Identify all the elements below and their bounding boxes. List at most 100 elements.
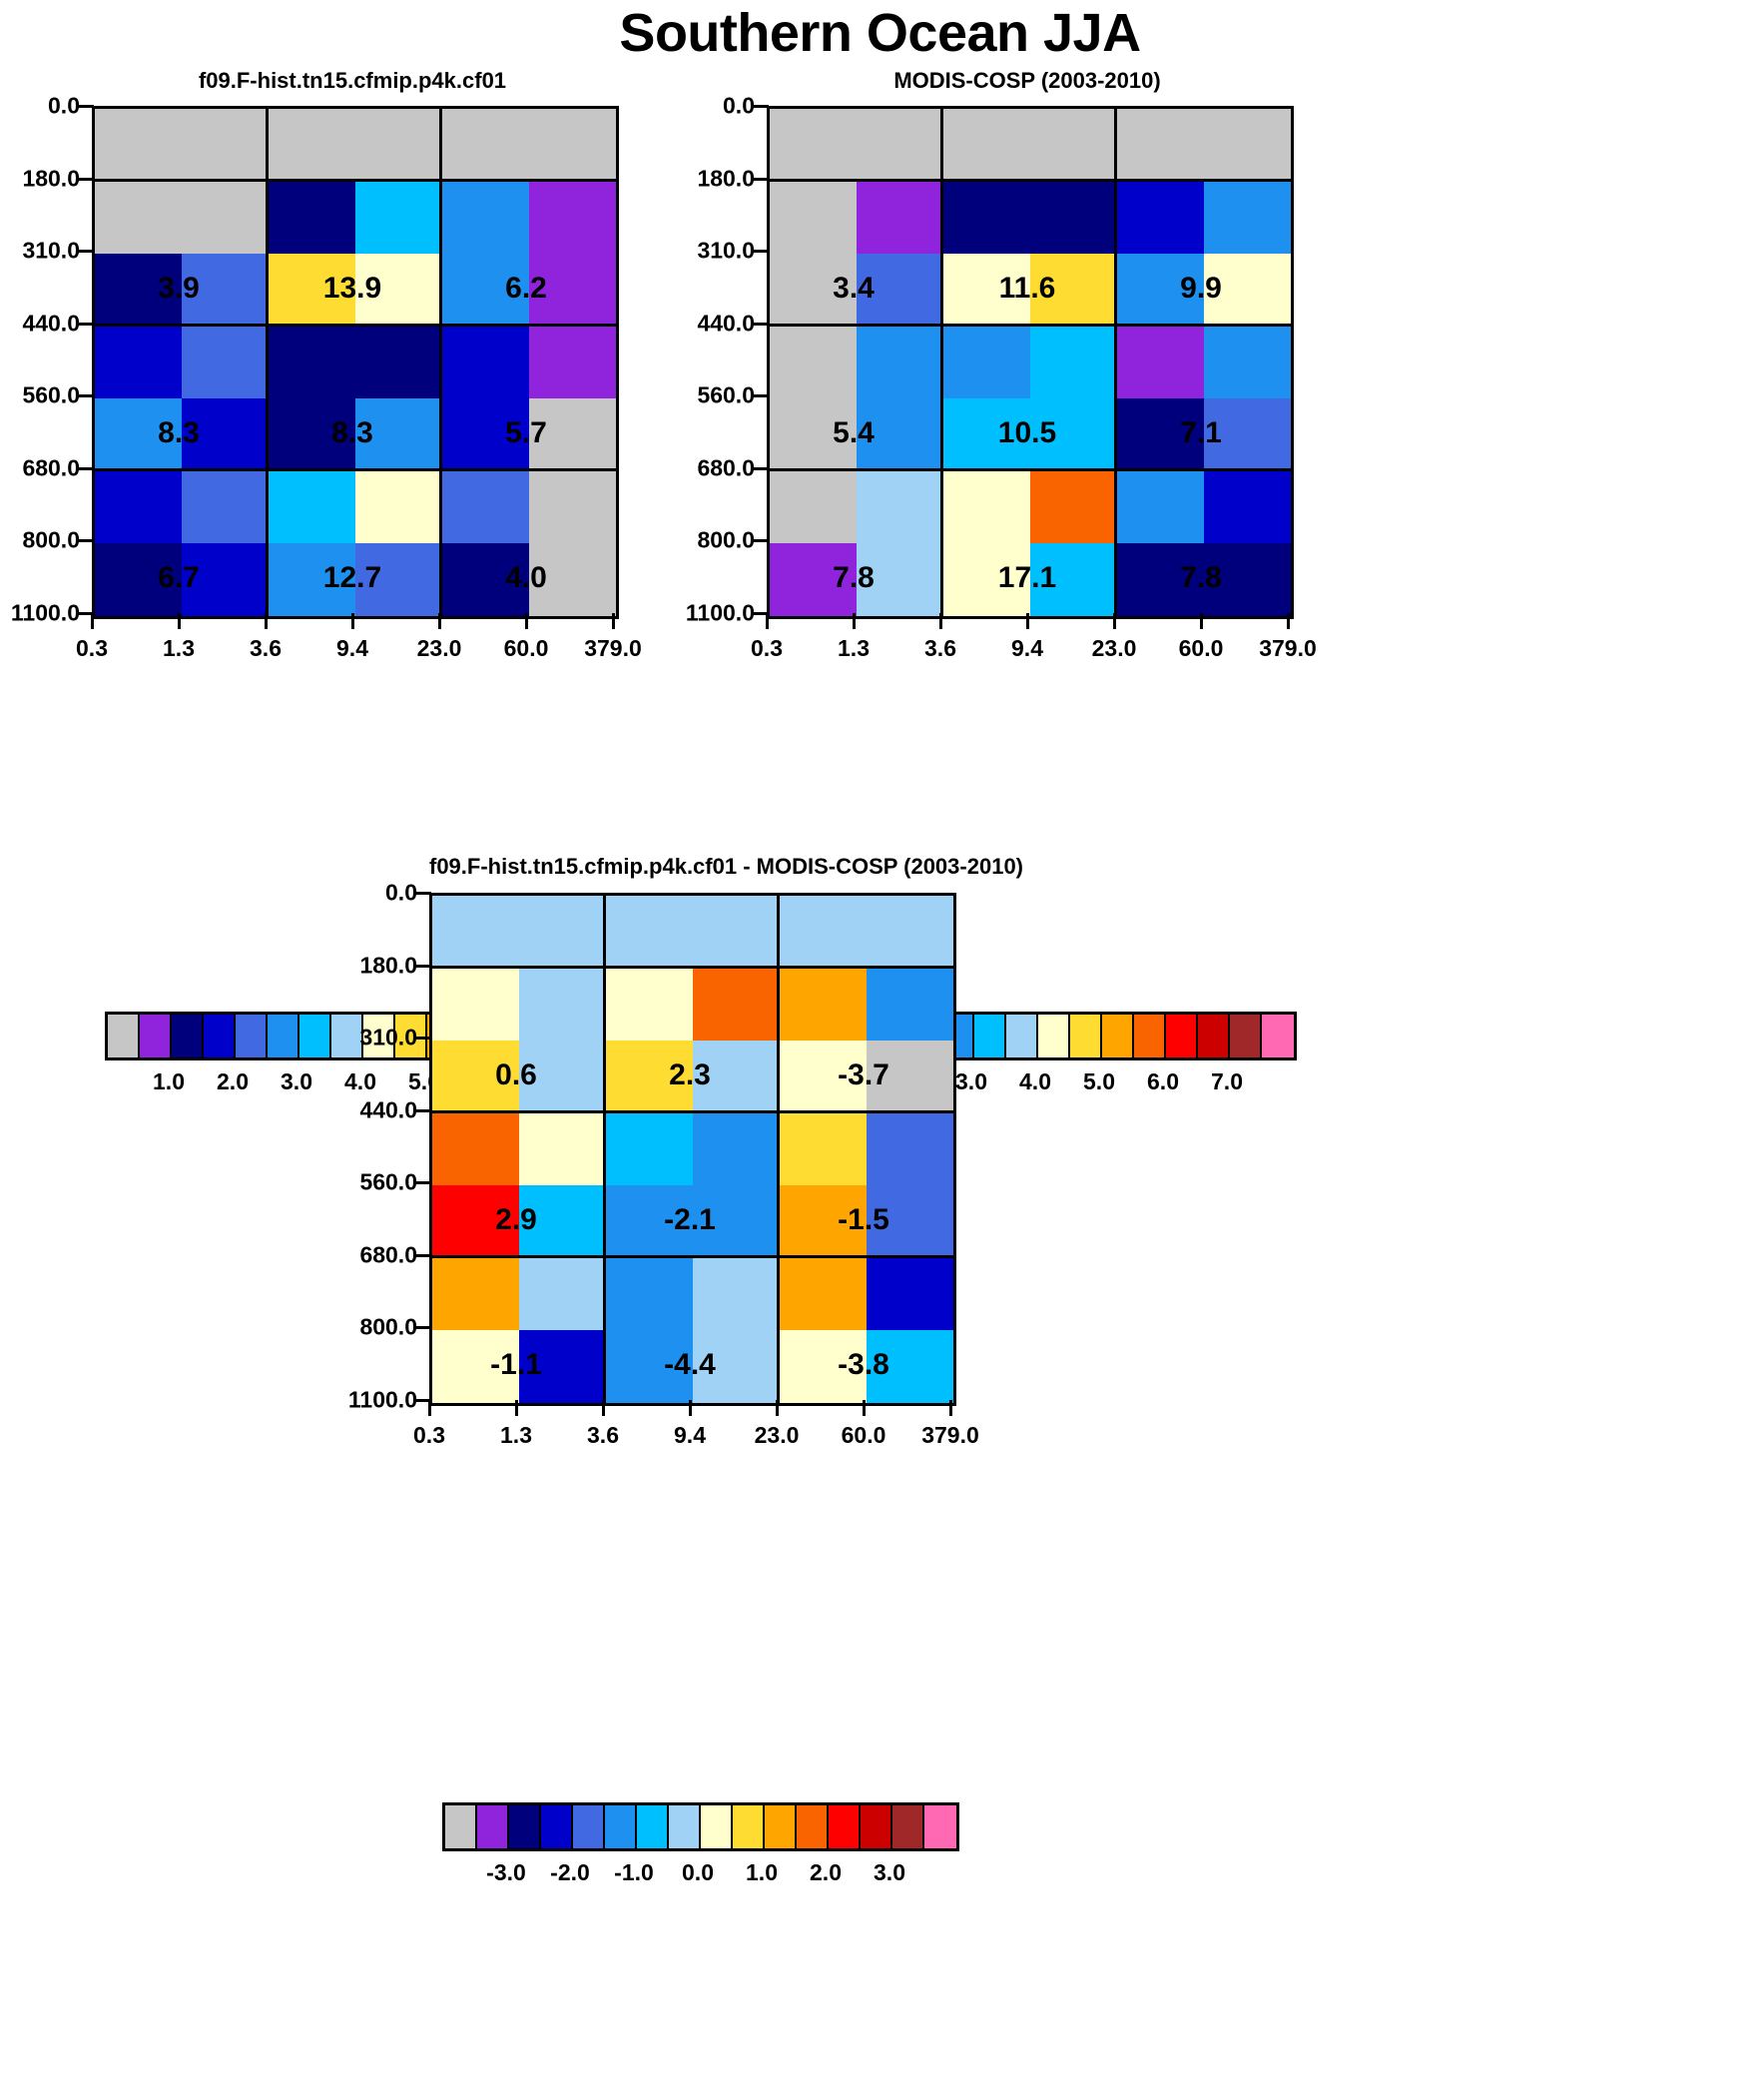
y-axis-tick-label: 180.0 [697,165,755,192]
heatmap-cell [519,1257,606,1331]
colorbar-tick-label: 6.0 [1147,1068,1179,1094]
x-axis-tick-label: 60.0 [503,635,549,661]
colorbar-tick-label: 2.0 [217,1068,249,1094]
heatmap-cell [606,968,693,1042]
heatmap-cell [182,181,269,255]
x-axis-tick-mark [949,1400,952,1416]
panel-title-observation: MODIS-COSP (2003-2010) [893,68,1161,93]
y-axis-tick-label: 0.0 [48,92,80,119]
colorbar-swatch [299,1015,331,1057]
y-axis-tick-mark [78,250,94,254]
colorbar-swatch [509,1805,541,1848]
heatmap-cell [519,1330,606,1403]
y-axis-tick-label: 310.0 [22,237,80,264]
x-axis-tick-mark [1287,613,1290,629]
heatmap-cell [693,968,780,1042]
heatmap-cell [770,543,857,616]
x-axis-tick-mark [1113,613,1116,629]
heatmap-cell [1030,326,1117,399]
heatmap-cell [857,181,943,255]
colorbar-swatch [331,1015,363,1057]
panel-difference: f09.F-hist.tn15.cfmip.p4k.cf01 - MODIS-C… [429,854,1023,1643]
heatmap-cell [442,398,529,471]
heatmap-cell [1204,326,1291,399]
y-axis-tick-label: 1100.0 [685,599,755,626]
heatmap-cell [442,109,529,182]
heatmap-cell [529,398,616,471]
x-axis-tick-label: 60.0 [841,1422,886,1448]
heatmap-cell [943,109,1030,182]
colorbar-swatch [140,1015,172,1057]
heatmap-cell [529,181,616,255]
heatmap-cell [95,254,182,327]
x-axis-tick-mark [602,1400,605,1416]
x-axis-tick-mark [1200,613,1203,629]
heatmap-grid [92,106,619,619]
heatmap-grid [767,106,1294,619]
heatmap-cell [606,1330,693,1403]
x-axis-tick-mark [428,1400,431,1416]
heatmap-cell [780,1330,867,1403]
heatmap-cell [269,543,355,616]
heatmap-cell [867,968,953,1042]
colorbar-tick-label: 4.0 [344,1068,376,1094]
heatmap-cell [780,896,867,969]
y-axis-tick-label: 680.0 [697,454,755,481]
colorbar-tick-label: 1.0 [746,1859,778,1885]
heatmap-cell [432,1041,519,1113]
x-axis-tick-label: 9.4 [674,1422,706,1448]
heatmap-cell [1204,109,1291,182]
panel-observation: MODIS-COSP (2003-2010) [767,68,1288,857]
heatmap-cell [432,1330,519,1403]
heatmap-cell [95,326,182,399]
heatmap-cell [355,470,442,544]
heatmap-cell [1030,543,1117,616]
heatmap-cell [519,1185,606,1258]
heatmap-cell [943,181,1030,255]
heatmap-cell [182,326,269,399]
x-axis-tick-label: 3.6 [587,1422,619,1448]
x-axis-tick-mark [863,1400,866,1416]
heatmap-cell [1030,181,1117,255]
y-axis-tick-mark [753,394,769,398]
heatmap-cell [442,254,529,327]
heatmap-cell [355,543,442,616]
heatmap-cell [355,254,442,327]
heatmap-cell [269,326,355,399]
y-axis-tick-label: 1100.0 [10,599,80,626]
colorbar-swatch [1038,1015,1070,1057]
heatmap-cell [1117,326,1204,399]
x-axis-tick-mark [178,613,181,629]
y-axis-tick-label: 560.0 [359,1168,417,1195]
panel-title-model: f09.F-hist.tn15.cfmip.p4k.cf01 [198,68,507,93]
colorbar-swatch [1166,1015,1198,1057]
colorbar-swatch [669,1805,701,1848]
x-axis-tick-label: 23.0 [1091,635,1137,661]
x-axis-tick-label: 1.3 [163,635,195,661]
heatmap-cell [693,896,780,969]
colorbar-swatch [172,1015,204,1057]
heatmap-cell [269,470,355,544]
heatmap-cell [432,1257,519,1331]
y-axis-tick-mark [78,612,94,615]
heatmap-cell [1204,470,1291,544]
heatmap-cell [857,398,943,471]
heatmap-cell [355,181,442,255]
y-axis-tick-label: 560.0 [697,381,755,408]
colorbar-swatch [974,1015,1006,1057]
x-axis-tick-label: 0.3 [751,635,783,661]
heatmap-cell [867,1185,953,1258]
y-axis-tick-mark [78,105,94,108]
x-axis-tick-label: 1.3 [838,635,870,661]
heatmap-cell [606,896,693,969]
y-axis-tick-mark [415,964,431,968]
heatmap-cell [770,181,857,255]
heatmap-cell [1117,181,1204,255]
heatmap-cell [1030,470,1117,544]
colorbar-tick-label: 4.0 [1019,1068,1051,1094]
heatmap-cell [432,1112,519,1186]
x-axis-tick-mark [438,613,441,629]
colorbar-tick-label: 3.0 [955,1068,987,1094]
y-axis-tick-mark [78,322,94,326]
